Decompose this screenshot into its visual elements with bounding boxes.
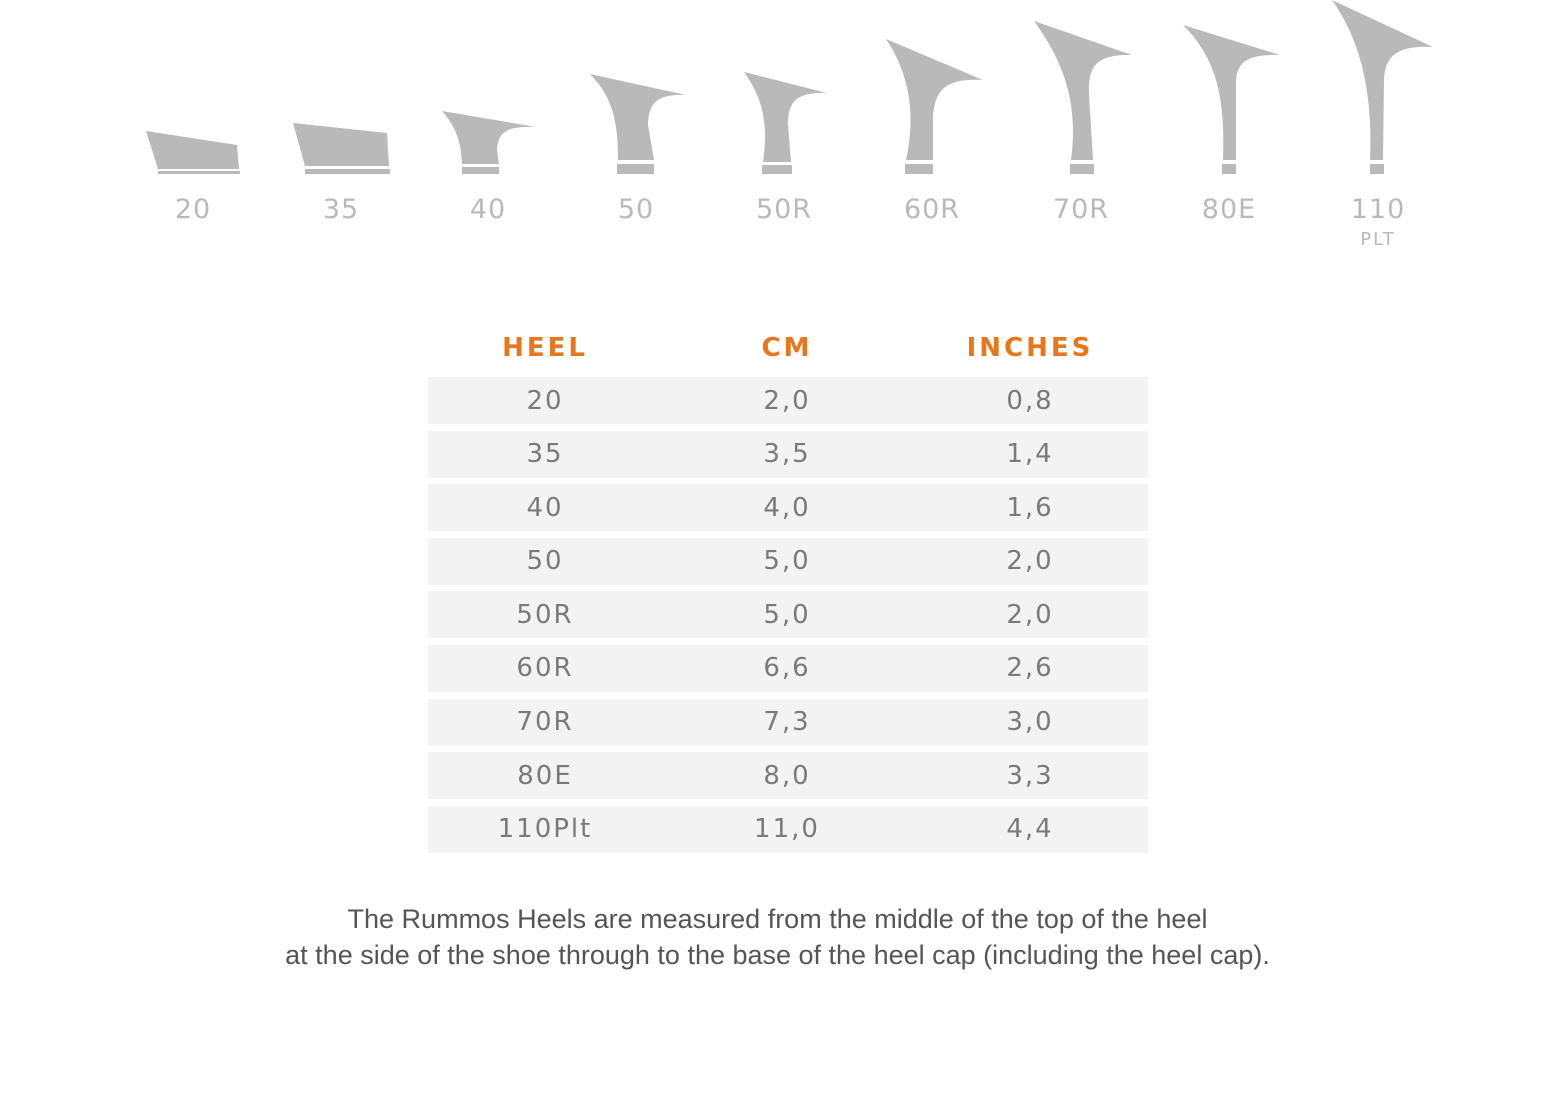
heel-illustration-70R: 70R xyxy=(1034,21,1132,225)
heel-cap-40 xyxy=(462,167,499,174)
heel-illustration-40: 40 xyxy=(442,111,536,225)
cell-inches: 0,8 xyxy=(1006,385,1054,416)
table-row: 80E 8,0 3,3 xyxy=(428,752,1148,800)
cell-inches: 4,4 xyxy=(1006,814,1054,845)
cell-cm: 7,3 xyxy=(763,707,811,738)
heel-illustration-50: 50 xyxy=(590,74,686,225)
table-row: 60R 6,6 2,6 xyxy=(428,644,1148,692)
cell-cm: 2,0 xyxy=(763,385,811,416)
heel-shape-50 xyxy=(590,74,686,160)
cell-cm: 8,0 xyxy=(763,760,811,791)
heel-label-20: 20 xyxy=(175,194,211,225)
table-row: 50 5,0 2,0 xyxy=(428,537,1148,585)
heel-label-110: 110 xyxy=(1351,194,1406,225)
heel-shape-20 xyxy=(146,131,239,169)
heel-illustration-35: 35 xyxy=(293,123,390,225)
table-header-row: HEEL CM INCHES xyxy=(428,326,1148,370)
heel-sublabel-plt: PLT xyxy=(1360,229,1395,250)
table-row: 50R 5,0 2,0 xyxy=(428,591,1148,639)
note-line-1: The Rummos Heels are measured from the m… xyxy=(347,904,1208,934)
heel-size-table: HEEL CM INCHES 20 2,0 0,8 35 3,5 1,4 40 … xyxy=(428,326,1148,859)
heel-illustration-80E: 80E xyxy=(1183,25,1280,225)
heel-illustration-110-plt: 110 PLT xyxy=(1332,0,1433,250)
heel-shape-80E xyxy=(1183,25,1280,160)
heel-label-50R: 50R xyxy=(756,194,812,225)
cell-heel: 60R xyxy=(516,653,574,684)
cell-cm: 5,0 xyxy=(763,599,811,630)
cell-inches: 1,4 xyxy=(1006,439,1054,470)
heel-shape-110-plt xyxy=(1332,0,1433,160)
cell-heel: 80E xyxy=(517,760,573,791)
heel-cap-110-plt xyxy=(1370,164,1384,174)
cell-inches: 2,0 xyxy=(1006,546,1054,577)
heel-shape-35 xyxy=(293,123,389,166)
table-row: 70R 7,3 3,0 xyxy=(428,698,1148,746)
heel-cap-35 xyxy=(305,169,390,174)
heel-cap-80E xyxy=(1222,164,1236,174)
cell-inches: 2,6 xyxy=(1006,653,1054,684)
table-row: 40 4,0 1,6 xyxy=(428,484,1148,532)
header-cm: CM xyxy=(761,333,813,363)
cell-heel: 70R xyxy=(516,707,574,738)
heel-illustration-50R: 50R xyxy=(744,72,827,225)
heel-cap-70R xyxy=(1070,164,1094,174)
heel-cap-50R xyxy=(762,165,792,174)
heel-label-35: 35 xyxy=(323,194,359,225)
cell-cm: 3,5 xyxy=(763,439,811,470)
cell-inches: 2,0 xyxy=(1006,599,1054,630)
heel-label-80E: 80E xyxy=(1202,194,1256,225)
heel-label-60R: 60R xyxy=(904,194,960,225)
cell-cm: 5,0 xyxy=(763,546,811,577)
cell-heel: 50 xyxy=(526,546,564,577)
heel-illustrations: 20 35 40 50 50R 60R 70R 80E xyxy=(146,0,1433,250)
heel-shape-40 xyxy=(442,111,536,164)
cell-heel: 50R xyxy=(516,599,574,630)
cell-inches: 3,3 xyxy=(1006,760,1054,791)
cell-inches: 3,0 xyxy=(1006,707,1054,738)
table-row: 35 3,5 1,4 xyxy=(428,430,1148,478)
heel-illustration-60R: 60R xyxy=(886,39,983,225)
note-line-2: at the side of the shoe through to the b… xyxy=(285,940,1270,970)
heel-illustration-20: 20 xyxy=(146,131,240,225)
heel-shape-50R xyxy=(744,72,827,162)
cell-inches: 1,6 xyxy=(1006,492,1054,523)
cell-heel: 20 xyxy=(526,385,564,416)
cell-cm: 11,0 xyxy=(754,814,820,845)
cell-heel: 35 xyxy=(526,439,564,470)
table-row: 110Plt 11,0 4,4 xyxy=(428,805,1148,853)
heel-shape-70R xyxy=(1034,21,1132,160)
measurement-note: The Rummos Heels are measured from the m… xyxy=(0,901,1555,973)
cell-cm: 6,6 xyxy=(763,653,811,684)
heel-cap-60R xyxy=(905,164,933,174)
heel-label-40: 40 xyxy=(470,194,506,225)
table-row: 20 2,0 0,8 xyxy=(428,377,1148,424)
cell-cm: 4,0 xyxy=(763,492,811,523)
heel-shape-60R xyxy=(886,39,983,160)
table-body: 20 2,0 0,8 35 3,5 1,4 40 4,0 1,6 50 5,0 … xyxy=(428,377,1148,853)
header-heel: HEEL xyxy=(502,333,588,363)
heel-cap-50 xyxy=(617,164,654,174)
heel-label-50: 50 xyxy=(618,194,654,225)
cell-heel: 40 xyxy=(526,492,564,523)
heel-label-70R: 70R xyxy=(1053,194,1109,225)
header-inches: INCHES xyxy=(966,333,1094,363)
heel-cap-20 xyxy=(158,171,240,174)
cell-heel: 110Plt xyxy=(497,814,593,845)
